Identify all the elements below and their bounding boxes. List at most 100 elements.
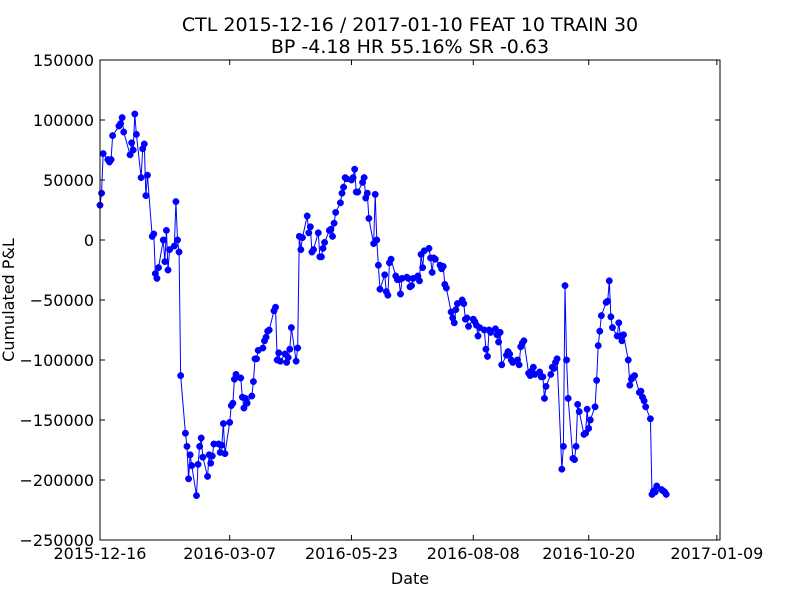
data-point (651, 488, 659, 496)
y-tick-label: −200000 (20, 471, 94, 490)
data-point (219, 420, 227, 428)
data-point (419, 264, 427, 272)
data-point (474, 332, 482, 340)
data-point (609, 324, 616, 332)
data-point (620, 331, 627, 339)
data-point (305, 229, 313, 237)
data-point (142, 192, 150, 200)
data-point (204, 472, 212, 480)
data-point (553, 355, 561, 363)
data-point (374, 261, 382, 269)
data-point (338, 189, 346, 197)
data-point (640, 397, 648, 405)
data-point (596, 327, 604, 335)
data-point (662, 490, 670, 498)
data-point (442, 284, 450, 292)
x-tick-label: 2016-05-23 (305, 544, 398, 563)
data-point (572, 442, 580, 450)
data-point (128, 139, 136, 147)
x-tick-label: 2015-12-16 (54, 544, 147, 563)
data-point (626, 381, 634, 389)
data-point (615, 319, 623, 327)
data-point (336, 199, 344, 207)
data-point (276, 357, 284, 365)
y-tick-label: −100000 (20, 351, 94, 370)
data-point (221, 450, 229, 458)
data-point (452, 306, 460, 314)
data-point (604, 297, 612, 305)
data-point (321, 238, 329, 246)
data-point (496, 328, 504, 336)
data-point (542, 382, 550, 390)
data-point (164, 266, 172, 274)
data-point (272, 303, 280, 311)
data-point (397, 290, 404, 298)
data-point (232, 370, 240, 378)
series-line (99, 113, 667, 496)
x-tick-label: 2016-03-07 (183, 544, 276, 563)
data-point (327, 225, 335, 233)
data-point (360, 174, 368, 182)
data-point (253, 355, 261, 363)
data-point (262, 333, 270, 341)
data-point (207, 459, 215, 467)
data-point (303, 212, 311, 220)
data-point (140, 140, 148, 148)
data-point (582, 429, 590, 437)
data-point (593, 376, 601, 384)
data-point (294, 344, 302, 352)
data-point (349, 174, 357, 182)
data-point (314, 229, 322, 237)
data-point (310, 246, 317, 254)
data-point (286, 345, 294, 353)
x-tick-label: 2016-08-08 (427, 544, 520, 563)
data-point (597, 312, 605, 320)
data-point (365, 214, 373, 222)
data-point (363, 189, 371, 197)
data-point (607, 313, 615, 321)
data-point (428, 268, 436, 276)
data-point (170, 242, 178, 250)
data-point (624, 356, 632, 364)
y-tick-label: −250000 (20, 531, 94, 550)
data-point (118, 114, 126, 122)
data-point (155, 264, 162, 272)
data-point (539, 373, 547, 381)
data-point (188, 462, 196, 470)
data-point (465, 322, 472, 330)
y-tick-label: −50000 (30, 291, 94, 310)
data-point (284, 354, 292, 362)
data-point (319, 244, 327, 252)
data-point (99, 150, 107, 158)
data-point (653, 482, 661, 490)
data-point (561, 282, 569, 290)
data-point (161, 258, 169, 266)
data-point (618, 337, 626, 345)
data-point (317, 253, 325, 261)
data-point (175, 248, 183, 256)
data-point (150, 230, 158, 238)
data-point (529, 363, 537, 371)
data-point (275, 349, 283, 357)
data-point (564, 394, 572, 402)
data-point (550, 364, 558, 372)
data-point (571, 456, 578, 464)
data-point (259, 344, 267, 352)
x-tick-label: 2017-01-09 (670, 544, 763, 563)
data-point (109, 132, 117, 140)
data-point (373, 236, 381, 244)
data-point (186, 451, 194, 459)
data-point (137, 174, 145, 182)
data-point (354, 188, 362, 196)
data-point (559, 442, 567, 450)
data-point (329, 232, 336, 240)
data-point (547, 370, 555, 378)
data-point (185, 475, 193, 483)
data-point (107, 156, 115, 164)
data-point (265, 326, 273, 334)
data-point (126, 151, 134, 159)
y-tick-label: 100000 (33, 111, 94, 130)
data-point (196, 442, 204, 450)
data-point (558, 465, 566, 473)
data-point (351, 165, 359, 173)
